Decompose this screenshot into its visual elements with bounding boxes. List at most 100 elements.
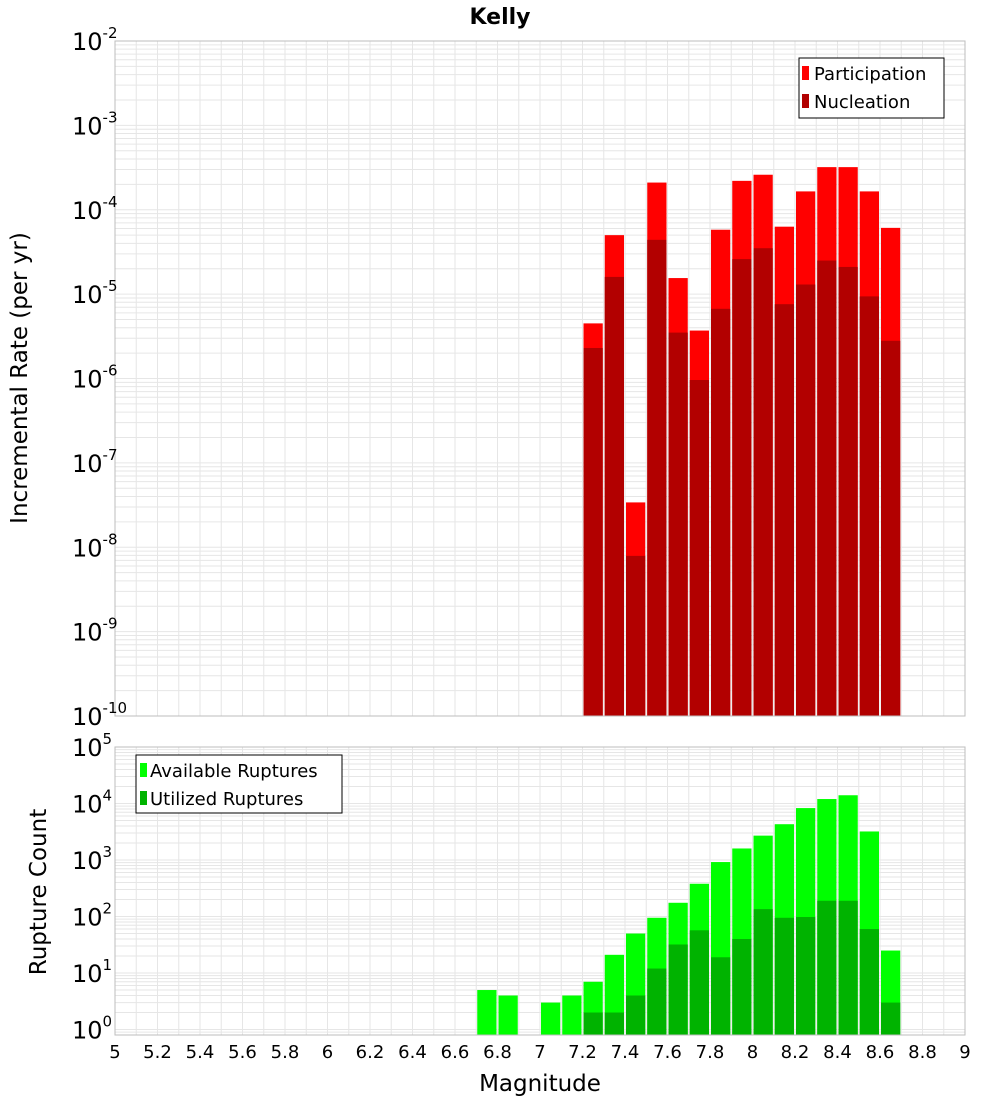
rate-legend-box <box>798 57 945 119</box>
count-y-tick-base: 10 <box>72 791 103 819</box>
utilized-legend-label: Utilized Ruptures <box>150 789 303 810</box>
count-y-tick-label: 104 <box>72 787 112 819</box>
x-tick-label: 7 <box>534 1042 545 1063</box>
rate-y-tick-base: 10 <box>72 450 103 478</box>
count-y-tick-label: 100 <box>72 1013 112 1045</box>
rate-y-axis-label: Incremental Rate (per yr) <box>7 232 33 524</box>
rate-bar-nucleation <box>796 284 816 716</box>
x-tick-label: 5.8 <box>271 1042 300 1063</box>
participation-legend-swatch <box>802 66 809 80</box>
rate-y-tick-exponent: -6 <box>103 362 118 380</box>
x-tick-label: 6.6 <box>441 1042 470 1063</box>
x-tick-label: 8.2 <box>781 1042 810 1063</box>
x-tick-label: 7.2 <box>568 1042 597 1063</box>
count-bar-utilized-ruptures <box>732 939 752 1035</box>
nucleation-legend-swatch <box>802 94 809 108</box>
rate-bar-nucleation <box>626 555 646 716</box>
count-y-tick-label: 105 <box>72 730 112 762</box>
rate-bars <box>583 167 901 717</box>
nucleation-legend-label: Nucleation <box>814 92 910 113</box>
count-plot-frame <box>114 746 966 1036</box>
participation-legend-label: Participation <box>814 64 926 85</box>
rate-bar-nucleation <box>881 340 901 716</box>
x-tick-label: 5.4 <box>186 1042 215 1063</box>
rate-y-tick-label: 10-9 <box>72 615 118 647</box>
x-tick-label: 5.2 <box>143 1042 172 1063</box>
rate-bar-nucleation <box>838 266 858 716</box>
rate-y-tick-exponent: -10 <box>103 699 128 717</box>
rate-y-tick-exponent: -4 <box>103 193 118 211</box>
count-bars <box>477 795 901 1035</box>
rate-bar-nucleation <box>753 248 773 717</box>
count-y-tick-exponent: 1 <box>103 956 113 974</box>
count-y-tick-exponent: 0 <box>103 1013 113 1031</box>
count-bar-utilized-ruptures <box>711 957 731 1035</box>
count-y-tick-base: 10 <box>72 904 103 932</box>
count-y-tick-label: 103 <box>72 843 112 875</box>
rate-y-tick-label: 10-8 <box>72 530 118 562</box>
rate-y-tick-exponent: -8 <box>103 530 118 548</box>
count-y-tick-exponent: 5 <box>103 730 113 748</box>
rate-y-tick-base: 10 <box>72 619 103 647</box>
count-y-tick-base: 10 <box>72 847 103 875</box>
available-legend-label: Available Ruptures <box>150 761 318 782</box>
rate-y-tick-label: 10-4 <box>72 193 118 225</box>
count-bar-utilized-ruptures <box>796 917 816 1035</box>
rate-y-tick-label: 10-5 <box>72 277 118 309</box>
rate-y-tick-label: 10-10 <box>72 699 127 731</box>
count-bar-utilized-ruptures <box>604 1012 624 1035</box>
count-bar-available-ruptures <box>541 1002 561 1035</box>
rate-y-tick-base: 10 <box>72 28 103 56</box>
x-tick-label: 6 <box>322 1042 333 1063</box>
rate-bar-nucleation <box>732 259 752 716</box>
rate-y-tick-exponent: -5 <box>103 277 118 295</box>
rate-y-tick-exponent: -3 <box>103 108 118 126</box>
rate-y-tick-base: 10 <box>72 281 103 309</box>
count-bar-utilized-ruptures <box>817 900 837 1035</box>
x-tick-label: 8.4 <box>823 1042 852 1063</box>
rate-y-tick-label: 10-7 <box>72 446 118 478</box>
count-bar-available-ruptures <box>477 990 497 1035</box>
rate-bar-nucleation <box>604 276 624 716</box>
rate-y-tick-base: 10 <box>72 534 103 562</box>
rate-plot-frame <box>114 40 966 717</box>
rate-bar-nucleation <box>859 296 879 716</box>
rate-y-tick-label: 10-6 <box>72 362 118 394</box>
rate-bar-nucleation <box>817 260 837 716</box>
count-y-tick-base: 10 <box>72 1017 103 1045</box>
x-tick-label: 8 <box>747 1042 758 1063</box>
count-bar-utilized-ruptures <box>626 995 646 1035</box>
count-legend: Available Ruptures Utilized Ruptures <box>135 754 343 814</box>
rate-y-tick-label: 10-2 <box>72 24 118 56</box>
rate-bar-nucleation <box>647 239 667 716</box>
chart-title: Kelly <box>469 5 530 30</box>
count-bar-utilized-ruptures <box>689 930 709 1035</box>
utilized-legend-swatch <box>140 791 147 805</box>
x-tick-label: 7.6 <box>653 1042 682 1063</box>
rate-y-tick-base: 10 <box>72 366 103 394</box>
count-bar-utilized-ruptures <box>838 900 858 1035</box>
rate-y-tick-base: 10 <box>72 112 103 140</box>
count-y-axis-label: Rupture Count <box>26 809 52 975</box>
count-bar-available-ruptures <box>498 995 518 1035</box>
count-bar-utilized-ruptures <box>859 929 879 1035</box>
rate-grid <box>114 40 966 717</box>
x-axis-label: Magnitude <box>479 1071 601 1097</box>
rate-bar-nucleation <box>774 304 794 716</box>
rate-y-tick-exponent: -7 <box>103 446 118 464</box>
count-bar-utilized-ruptures <box>668 944 688 1035</box>
rate-y-tick-base: 10 <box>72 197 103 225</box>
x-tick-label: 6.8 <box>483 1042 512 1063</box>
count-y-tick-base: 10 <box>72 734 103 762</box>
count-y-tick-exponent: 4 <box>103 787 113 805</box>
count-bar-utilized-ruptures <box>583 1012 603 1035</box>
count-y-tick-label: 101 <box>72 956 112 988</box>
x-tick-label: 8.6 <box>866 1042 895 1063</box>
x-tick-label: 7.4 <box>611 1042 640 1063</box>
count-legend-box <box>135 754 343 814</box>
rate-y-tick-base: 10 <box>72 703 103 731</box>
